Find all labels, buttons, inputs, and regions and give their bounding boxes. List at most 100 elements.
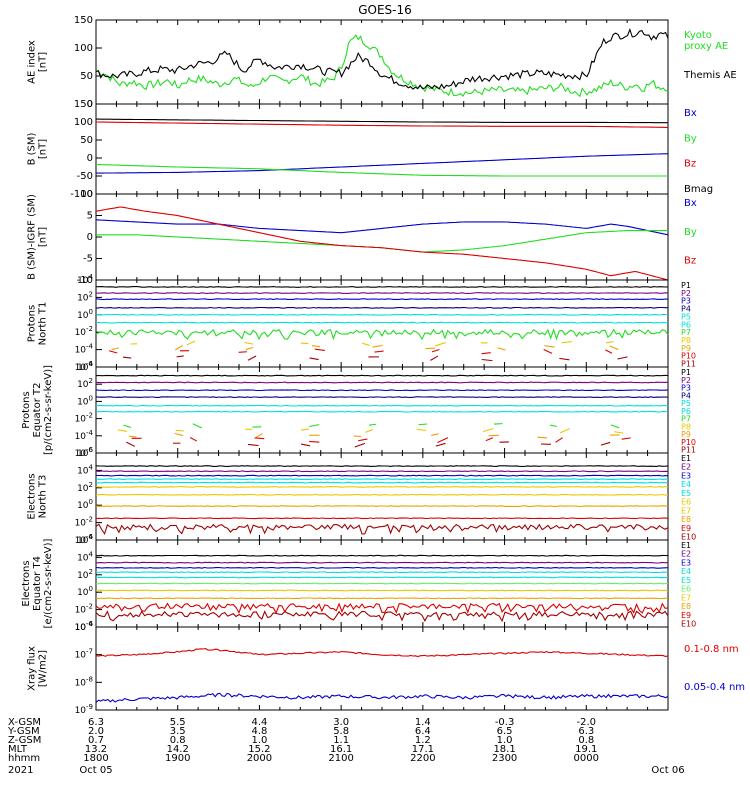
footer-value: 2200 — [410, 753, 435, 764]
legend-entry: E7 — [681, 506, 691, 515]
legend-entry: E8 — [681, 515, 691, 524]
series-by — [96, 230, 668, 253]
ytick-label: 104 — [77, 273, 93, 286]
channel-p8 — [117, 429, 127, 432]
footer-value: 1800 — [83, 753, 108, 764]
legend-entry: E2 — [681, 550, 691, 559]
footer-value: 2100 — [328, 753, 353, 764]
legend-entry: Bx — [684, 108, 697, 119]
channel-e8 — [95, 505, 669, 507]
channel-e4 — [95, 478, 669, 480]
channel-p7 — [418, 423, 428, 426]
legend-entry: proxy AE — [684, 41, 728, 52]
ytick-label: 102 — [77, 481, 93, 494]
footer-value: 5.8 — [333, 726, 349, 737]
yaxis-label: ElectronsNorth T3 — [27, 473, 49, 519]
channel-e6 — [95, 486, 668, 488]
channel-p10 — [314, 348, 325, 351]
legend-entry: E10 — [681, 620, 696, 629]
ytick-label: 100 — [77, 585, 93, 598]
channel-p11 — [300, 443, 311, 447]
footer-value: 1.4 — [415, 717, 431, 728]
channel-e7 — [95, 589, 669, 592]
channel-p7 — [369, 423, 377, 426]
legend-entry: E4 — [681, 480, 691, 489]
footer-value: 14.2 — [167, 744, 189, 755]
legend-entry: P4 — [681, 391, 691, 400]
channel-p8 — [300, 342, 309, 345]
ytick-label: -100 — [70, 189, 93, 200]
ytick-label: 0 — [87, 99, 93, 110]
channel-p9 — [497, 347, 506, 351]
panel-protons_t2: 104 102 100 10-2 10-4 10-6 ProtonsEquator T2[p… — [21, 360, 696, 459]
ytick-label: 102 — [77, 568, 93, 581]
channel-e3 — [95, 566, 669, 569]
channel-e2 — [95, 561, 669, 564]
panel-frame — [95, 103, 669, 195]
channel-p10 — [485, 437, 494, 442]
channel-p4 — [95, 306, 668, 309]
ytick-label: 10-7 — [75, 648, 93, 661]
footer-value: 4.4 — [251, 717, 267, 728]
footer-value: 6.5 — [497, 726, 513, 737]
legend-entry: P2 — [681, 376, 691, 385]
channel-p8 — [244, 341, 254, 345]
footer-row-label: Z-GSM — [8, 735, 41, 746]
footer-value: 6.4 — [415, 726, 431, 737]
channel-p8 — [614, 431, 624, 434]
channel-p10 — [108, 350, 118, 354]
footer-value: 0.7 — [88, 735, 104, 746]
yaxis-label: ProtonsNorth T1 — [27, 302, 49, 346]
channel-p8 — [300, 428, 309, 431]
legend-entry: E2 — [681, 463, 691, 472]
ytick-label: 50 — [80, 135, 93, 146]
channel-p10 — [374, 350, 384, 353]
footer-start-date: Oct 05 — [79, 765, 112, 776]
series-kyoto-proxy-ae — [95, 34, 669, 98]
channel-p10 — [543, 348, 553, 354]
channel-p9 — [111, 347, 119, 351]
channel-p10 — [555, 437, 563, 443]
ytick-label: 104 — [77, 463, 93, 476]
orbit-ephemeris-table: X-GSM 6.3 5.5 4.4 3.0 1.4 -0.3 -2.0 Y-GSM 2.0 3.5 4… — [7, 717, 685, 776]
footer-value: 0.8 — [578, 735, 594, 746]
ytick-label: 10-2 — [75, 516, 93, 529]
ytick-label: 10-2 — [75, 325, 93, 338]
ytick-label: 102 — [77, 377, 93, 390]
channel-p8 — [561, 340, 572, 344]
footer-value: -0.3 — [495, 717, 515, 728]
footer-value: 3.5 — [170, 726, 186, 737]
ytick-label: 102 — [77, 290, 93, 303]
footer-value: 5.5 — [170, 717, 186, 728]
channel-p8 — [362, 342, 370, 347]
ytick-label: -50 — [77, 171, 93, 182]
legend-entry: E7 — [681, 593, 691, 602]
channel-p7 — [549, 424, 557, 427]
channel-p11 — [600, 441, 611, 446]
legend-entry: 0.05-0.4 nm — [684, 682, 745, 693]
yaxis-label: B (SM)[nT] — [27, 132, 49, 165]
channel-p11 — [176, 355, 184, 358]
legend-entry: P7 — [681, 415, 691, 424]
legend-entry: E6 — [681, 498, 691, 507]
ytick-label: 5 — [87, 211, 93, 222]
ytick-label: 150 — [74, 15, 93, 26]
legend-entry: P5 — [681, 399, 691, 408]
footer-value: 1.2 — [415, 735, 431, 746]
channel-p4 — [95, 396, 669, 398]
footer-value: 1900 — [165, 753, 190, 764]
legend-entry: P3 — [681, 297, 691, 306]
channel-p7 — [610, 424, 620, 429]
legend-entry: P2 — [681, 289, 691, 298]
footer-value: 6.3 — [578, 726, 594, 737]
plot-title: GOES-16 — [358, 3, 412, 17]
legend-entry: P6 — [681, 407, 691, 416]
channel-p11 — [617, 356, 628, 360]
channel-p10 — [621, 437, 631, 440]
footer-value: 4.8 — [251, 726, 267, 737]
channel-p11 — [126, 441, 136, 447]
channel-p11 — [430, 355, 439, 361]
series-bmag — [96, 118, 668, 124]
